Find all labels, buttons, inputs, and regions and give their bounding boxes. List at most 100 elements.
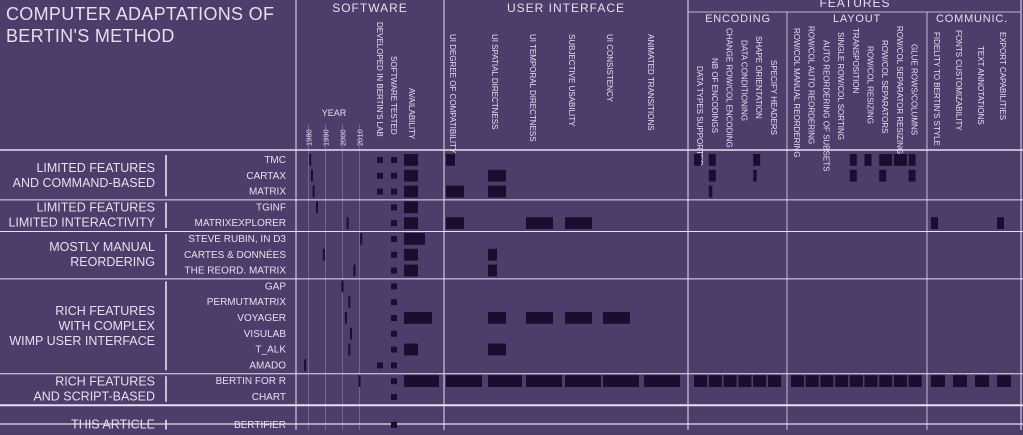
availability-bar	[404, 312, 432, 324]
feature-cell	[879, 154, 893, 166]
availability-bar	[404, 248, 418, 261]
lab-mark	[377, 188, 383, 195]
year-tick-1980: 1980	[305, 129, 314, 146]
feature-cell	[708, 154, 716, 166]
tested-mark	[391, 421, 397, 428]
row-label: VOYAGER	[237, 313, 286, 324]
col-label-feature-4: SHAPE ORIENTATION	[754, 36, 763, 119]
feature-cell	[694, 154, 701, 166]
col-label-feature-15: FIDELITY TO BERTIN'S STYLE	[932, 32, 941, 146]
availability-bar	[404, 343, 418, 356]
ui-cell	[603, 375, 639, 387]
feature-cell	[893, 154, 907, 166]
row-label: TMC	[264, 155, 286, 166]
feature-cell	[753, 375, 767, 387]
year-mark	[304, 359, 307, 372]
col-label-feature-7: ROW/COL AUTO REORDERING	[807, 26, 816, 144]
feature-cell	[723, 375, 737, 387]
tested-mark	[391, 394, 397, 400]
col-label-feature-2: CHANGE ROW/COL ENCODING	[725, 28, 734, 148]
year-mark	[344, 312, 347, 324]
category-label: LIMITED FEATURES	[36, 161, 155, 175]
ui-cell	[526, 312, 553, 324]
ui-cell	[488, 312, 506, 324]
feature-cell	[893, 375, 907, 387]
tested-mark	[391, 315, 397, 321]
category-label: WIMP USER INTERFACE	[9, 334, 155, 348]
tested-mark	[391, 220, 397, 227]
col-label-software-tested: SOFTWARE TESTED	[389, 56, 398, 135]
tested-mark	[391, 378, 397, 385]
row-label: BERTIFIER	[234, 420, 286, 430]
year-tick-2000: 2000	[339, 129, 348, 146]
col-label-ui-0: UI DEGREE OF COMPATIBILITY	[448, 34, 457, 154]
year-mark	[309, 154, 312, 166]
row-label: CHART	[252, 392, 286, 403]
availability-bar	[404, 185, 418, 198]
year-axis-label: YEAR	[322, 108, 347, 118]
row-label: VISULAB	[244, 329, 287, 340]
col-label-ui-1: UI SPATIAL DIRECTNESS	[490, 34, 499, 129]
category-label: THIS ARTICLE	[71, 418, 155, 430]
category-label: REORDERING	[70, 255, 155, 269]
row-label: PERMUTMATRIX	[207, 297, 287, 308]
availability-bar	[404, 154, 418, 166]
ui-cell	[603, 312, 630, 324]
feature-cell	[879, 375, 893, 387]
feature-cell	[708, 169, 716, 182]
availability-bar	[404, 217, 418, 229]
ui-cell	[488, 248, 497, 261]
column-headers: COMPUTER ADAPTATIONS OF BERTIN'S METHOD …	[6, 0, 1007, 171]
availability-bar	[404, 169, 418, 182]
feature-cell	[708, 185, 713, 198]
col-label-feature-14: GLUE ROWS/COLUMNS	[910, 44, 919, 135]
tested-mark	[391, 362, 397, 369]
tested-mark	[391, 157, 397, 163]
ui-cell	[488, 264, 497, 277]
col-label-feature-11: ROW/COL RESIZING	[866, 46, 875, 124]
category-label: AND SCRIPT-BASED	[33, 390, 155, 404]
tested-mark	[391, 204, 397, 211]
tested-mark	[391, 346, 397, 353]
feature-cell	[820, 375, 834, 387]
category-label: RICH FEATURES	[55, 304, 155, 318]
tested-mark	[391, 236, 397, 242]
feature-cell	[849, 375, 863, 387]
year-mark	[312, 185, 315, 198]
tested-mark	[391, 172, 397, 179]
group-header-user-interface: USER INTERFACE	[507, 1, 625, 15]
feature-cell	[908, 154, 916, 166]
feature-cell	[997, 375, 1011, 387]
row-label: MATRIX	[249, 187, 286, 198]
row-label: BERTIN FOR R	[216, 376, 286, 387]
col-label-feature-10: TRANSPOSITION	[851, 28, 860, 94]
ui-cell	[644, 375, 680, 387]
feature-cell	[931, 375, 945, 387]
col-label-ui-5: ANIMATED TRANSITIONS	[646, 34, 655, 131]
col-label-feature-9: SINGLE ROW/COL SORTING	[836, 32, 845, 140]
row-label: THE REORD. MATRIX	[185, 266, 287, 277]
col-label-feature-0: DATA TYPES SUPPORTED	[695, 66, 704, 166]
tested-mark	[391, 283, 397, 290]
col-label-feature-17: TEXT ANNOTATIONS	[976, 46, 985, 125]
ui-cell	[446, 154, 455, 166]
year-tick-2010: 2010	[356, 129, 365, 146]
feature-cell	[997, 217, 1004, 229]
col-label-ui-3: SUBJECTIVE USABILITY	[567, 34, 576, 127]
col-label-feature-8: AUTO REORDERING OF SUBSETS	[821, 40, 830, 171]
col-label-feature-13: ROW/COL SEPARATOR RESIZING	[895, 26, 904, 154]
availability-bar	[404, 233, 425, 245]
year-mark	[316, 201, 318, 214]
row-label: TGINF	[256, 202, 286, 213]
tested-mark	[391, 330, 397, 337]
feature-cell	[864, 154, 872, 166]
feature-cell	[975, 375, 989, 387]
col-label-feature-5: SPECIFY HEADERS	[769, 60, 778, 135]
feature-cell	[791, 375, 804, 387]
col-label-ui-2: UI TEMPORAL DIRECTNESS	[528, 34, 537, 142]
availability-bar	[404, 264, 418, 277]
row-label: MATRIXEXPLORER	[195, 218, 287, 229]
title-line-2: BERTIN'S METHOD	[6, 26, 175, 46]
